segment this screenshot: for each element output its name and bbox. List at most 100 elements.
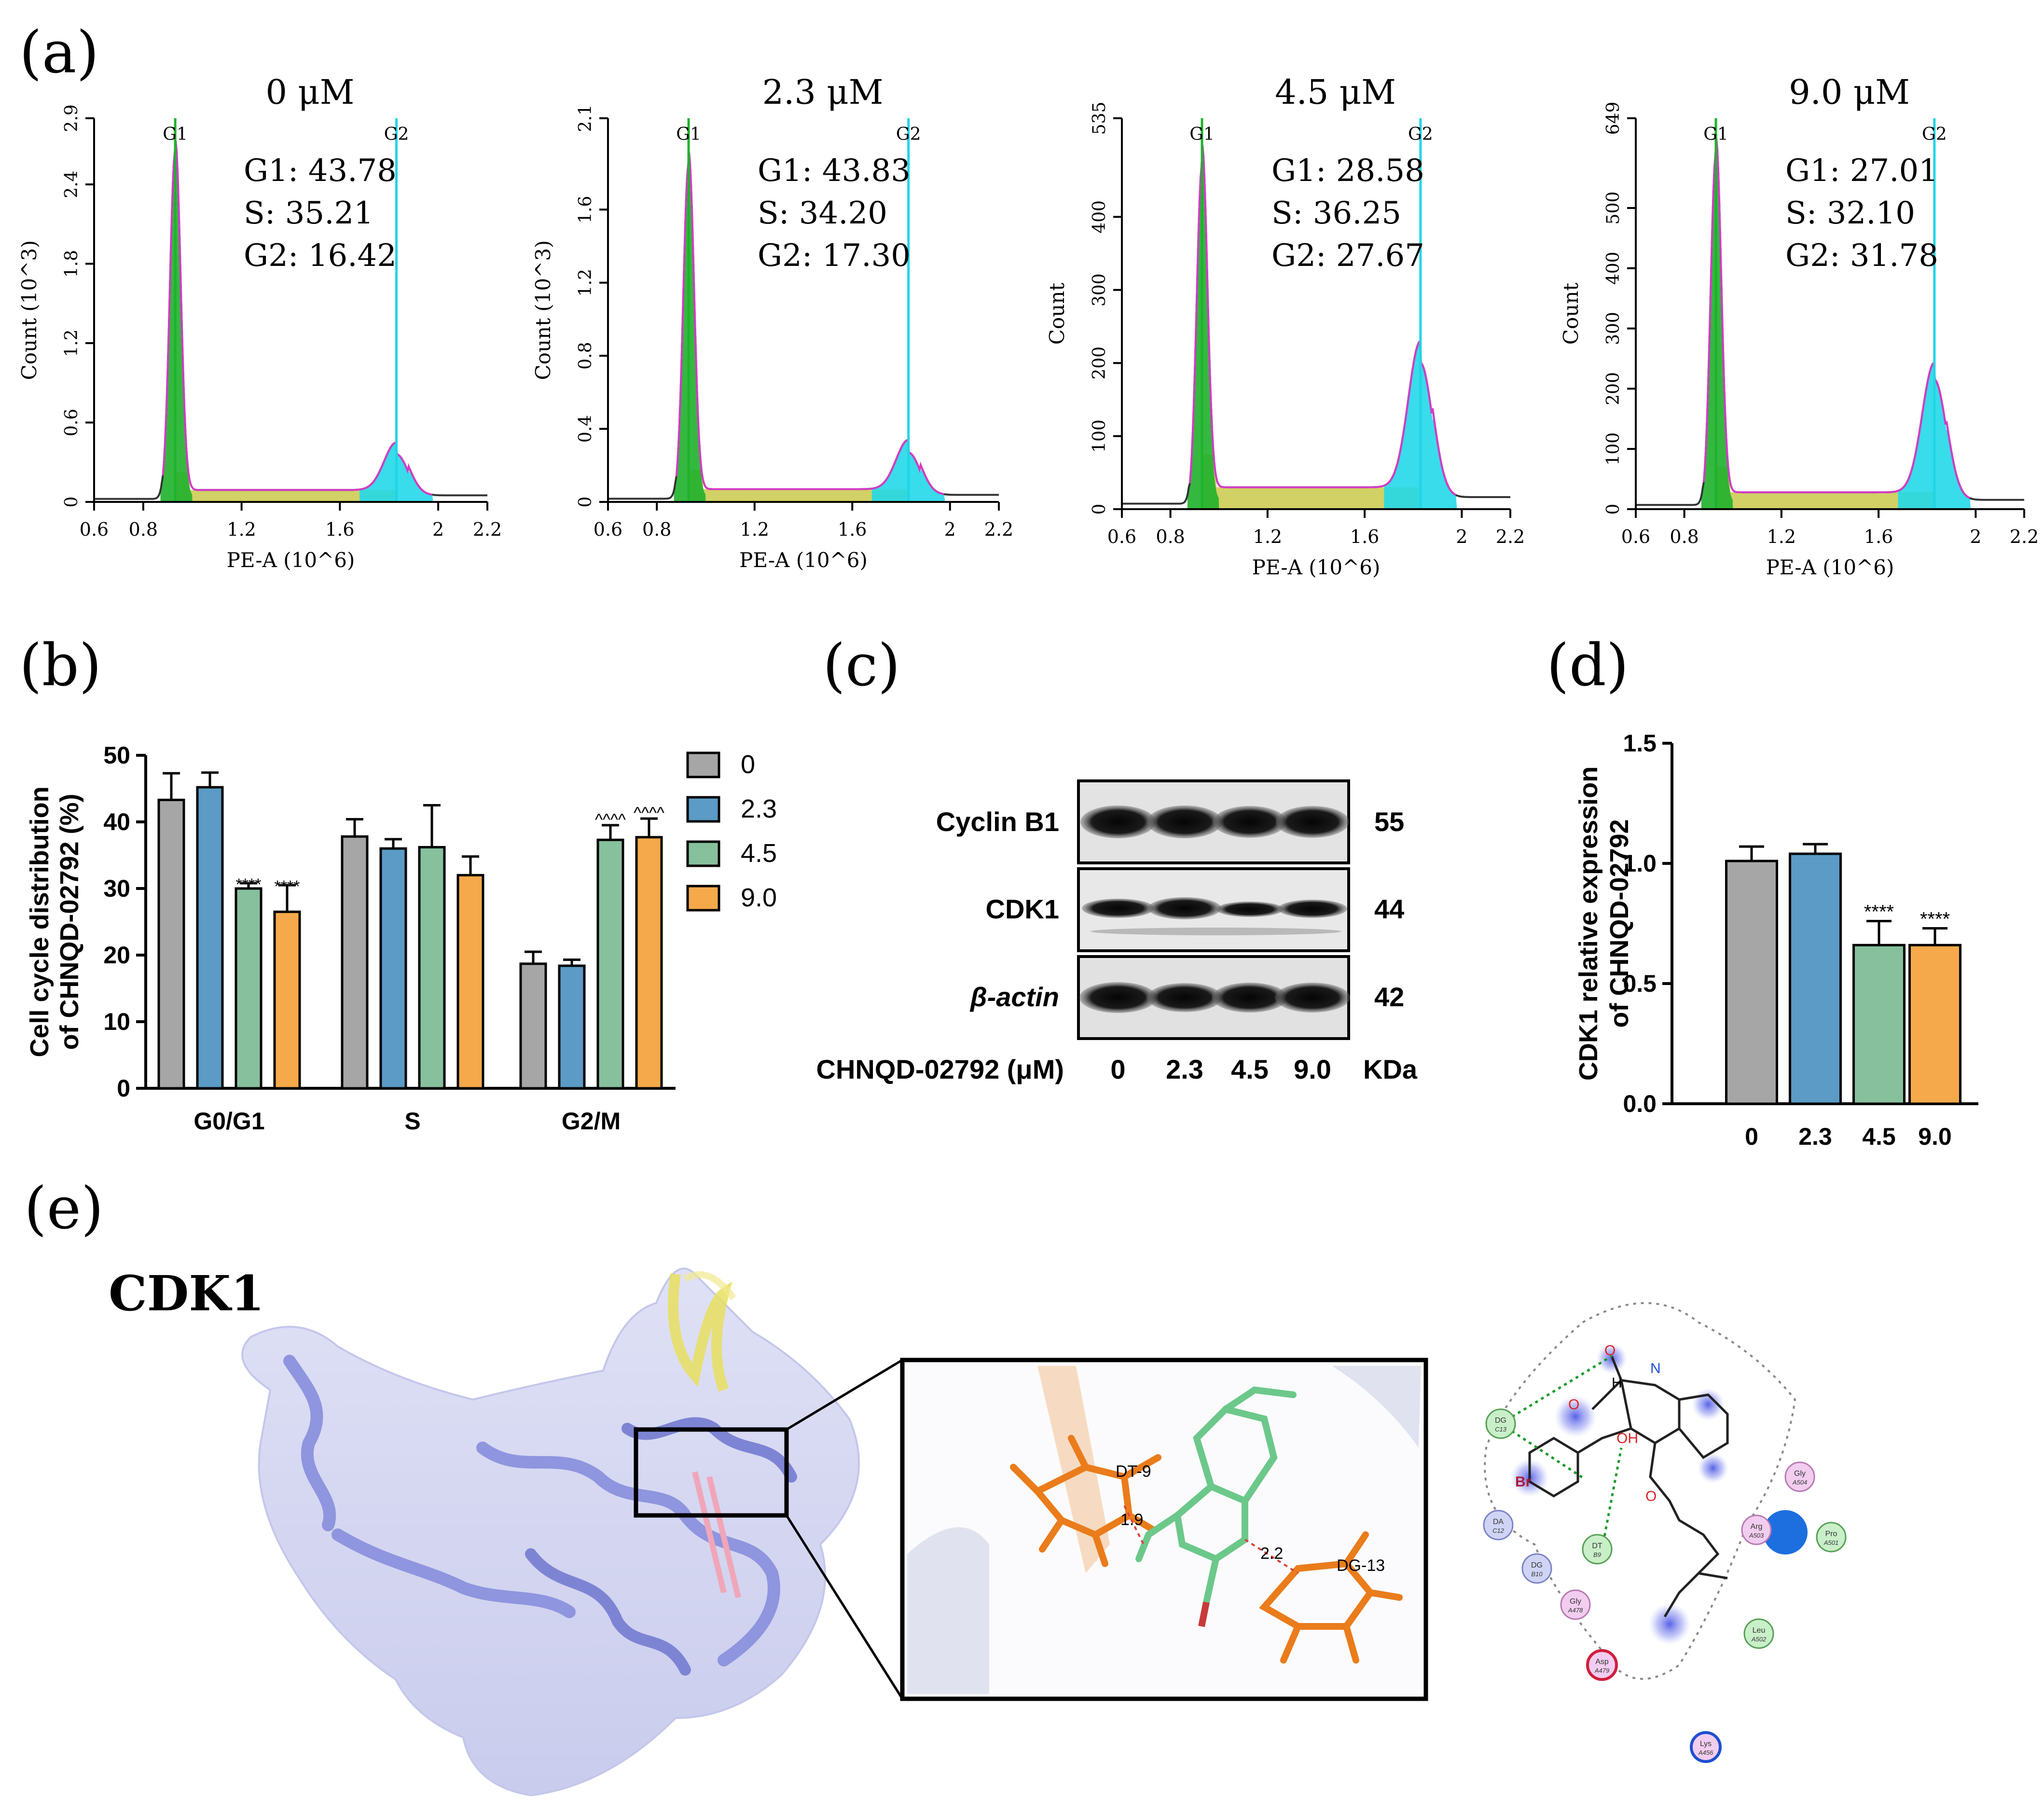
bar [157,798,185,1090]
band [1216,902,1284,917]
significance-mark: ^^^^ [595,811,626,829]
x-tick-label: 0.6 [80,519,109,540]
histogram-stat: G1: 27.01 [1785,153,1938,189]
residue-disc [1690,1731,1722,1763]
y-tick-label: 500 [1603,192,1623,225]
residue-disc [1560,1589,1591,1620]
blot-row-label: β-actin [969,982,1059,1012]
panel-label-a: (a) [19,19,99,86]
residue-disc [1483,1510,1514,1540]
x-tick-label: 0 [1745,1123,1758,1150]
histogram-title: 9.0 μM [1789,72,1910,112]
band [1148,897,1221,919]
interaction-lines [1500,1355,1623,1550]
residue-name: DG [1531,1561,1543,1569]
y-tick-label: 0 [576,497,595,508]
bar [273,910,301,1090]
x-tick-label: 2 [944,519,956,540]
y-tick-label: 0.0 [1623,1090,1657,1117]
fit-line [1702,138,1971,499]
histogram-stat: S: 32.10 [1785,195,1915,231]
x-tick-label: 2 [1970,526,1981,547]
g1-fill [674,162,706,502]
exposure-blob [1698,1453,1728,1484]
y-tick-label: 50 [103,742,130,769]
residue-disc [1586,1649,1618,1681]
significance-mark: ^^^^ [634,804,664,822]
band [1276,806,1349,838]
gate-label: G1 [1189,125,1215,144]
x-tick-label: 2 [1456,526,1467,547]
exposure-blob [1554,1395,1597,1438]
residue-disc [1784,1461,1815,1492]
gate-label: G2 [384,125,409,144]
zoom-label: 2.2 [1260,1544,1283,1563]
s-phase-fill [1202,454,1421,509]
zoom-connector [785,1514,904,1700]
band [1147,805,1222,838]
zoom-label: DT-9 [1116,1462,1151,1481]
histogram-title: 0 μM [266,72,355,112]
blot-lane-label: 9.0 [1294,1054,1331,1084]
residue-number: A504 [1792,1479,1807,1486]
residue-name: DT [1592,1542,1602,1550]
band [1079,982,1157,1013]
band [1212,983,1287,1013]
y-axis-title: of CHNQD-02792 [1605,819,1634,1027]
x-tick-label: 1.2 [1767,526,1796,547]
bar [456,874,484,1090]
histogram-title: 4.5 μM [1275,72,1396,112]
residue-name: Pro [1825,1530,1837,1538]
x-tick-label: 9.0 [1918,1123,1952,1150]
residue-name: Gly [1570,1597,1581,1606]
s-phase-fill [175,472,397,502]
y-tick-label: 535 [1090,102,1109,135]
molecule-skeleton [1528,1356,1729,1618]
x-tick-label: 0.6 [594,519,622,540]
histogram-stat: G2: 31.78 [1785,238,1938,274]
legend-label: 9.0 [741,883,777,912]
significance-mark: **** [1920,908,1950,930]
exposure-blob [1692,1388,1725,1421]
bar [519,962,547,1090]
protein-surface [241,1267,860,1797]
dna-strand [683,1271,736,1301]
panel-label-b: (b) [19,632,101,699]
blot-lane-label: 4.5 [1231,1054,1269,1084]
bar [341,835,369,1090]
x-tick-label: 0.8 [1156,526,1185,547]
histogram-stat: S: 36.25 [1271,195,1401,231]
y-tick-label: 100 [1090,419,1109,453]
gate-label: G1 [1703,125,1728,144]
s-phase-fill [1716,467,1934,509]
gate-label: G2 [896,125,921,144]
histogram-stat: S: 34.20 [758,195,887,231]
x-axis-title: PE-A (10^6) [1252,555,1381,579]
histogram-0: G1 G2 0.6 0.8 1.2 1.6 2 2.2 0 0.6 1.2 1.8 2.4 2.9 PE-A… [17,72,502,572]
bar [1908,944,1961,1105]
hbond [1244,1539,1299,1574]
atom-label: H [1612,1375,1622,1391]
y-axis-title: Count [1559,283,1583,345]
zoom-connector [786,1359,903,1431]
band-faint [1091,928,1341,935]
atom-label: O [1645,1488,1657,1504]
y-tick-label: 200 [1090,347,1109,380]
x-tick-label: 4.5 [1862,1123,1896,1150]
x-tick-label: 2.2 [984,519,1013,540]
residue-name: Arg [1751,1523,1763,1531]
y-tick-label: 2.4 [62,170,82,198]
x-tick-label: 1.6 [325,519,354,540]
blot-row-label: Cyclin B1 [936,806,1059,837]
panel-label-d: (d) [1547,632,1629,699]
legend-swatch [686,885,720,912]
residue-name: Asp [1595,1658,1609,1666]
histogram-stat: G2: 17.30 [758,238,911,274]
panel-label-c: (c) [823,632,900,699]
x-tick-label: 1.2 [1253,526,1282,547]
residue-name: Gly [1794,1470,1806,1478]
y-tick-label: 1.8 [62,250,82,278]
ribbon-shadow [907,1527,989,1694]
y-tick-label: 30 [103,875,130,902]
histogram-stat: S: 35.21 [244,195,373,231]
